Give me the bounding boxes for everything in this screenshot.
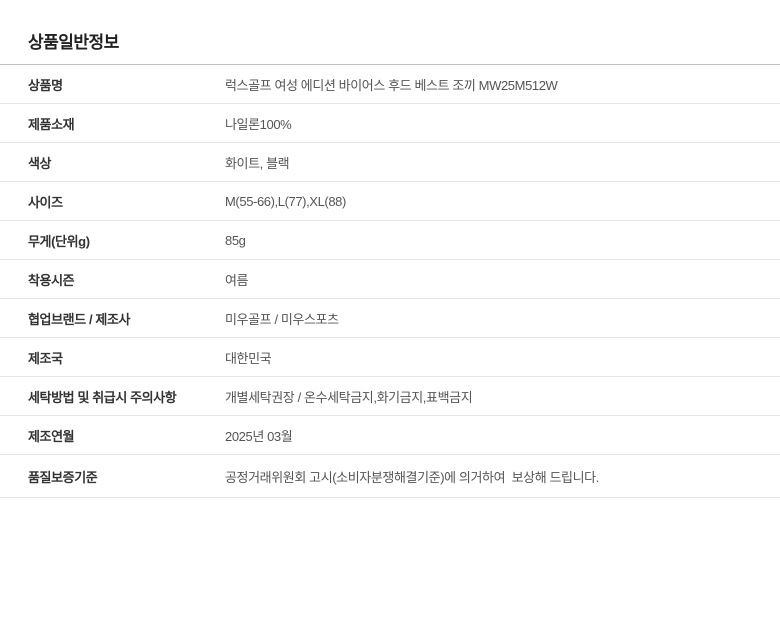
row-value: 럭스골프 여성 에디션 바이어스 후드 베스트 조끼 MW25M512W [225, 77, 558, 93]
table-row: 상품명 럭스골프 여성 에디션 바이어스 후드 베스트 조끼 MW25M512W [0, 65, 780, 104]
row-value: 2025년 03월 [225, 428, 293, 444]
row-value: 여름 [225, 272, 249, 288]
row-label: 상품명 [28, 77, 63, 93]
table-row: 제품소재 나일론100% [0, 104, 780, 143]
table-row: 무게(단위g) 85g [0, 221, 780, 260]
table-row: 색상 화이트, 블랙 [0, 143, 780, 182]
row-label: 품질보증기준 [28, 469, 98, 485]
row-label: 착용시즌 [28, 272, 75, 288]
row-value: 화이트, 블랙 [225, 155, 290, 171]
product-info-table: 상품명 럭스골프 여성 에디션 바이어스 후드 베스트 조끼 MW25M512W… [0, 64, 780, 498]
row-label: 제조국 [28, 350, 63, 366]
table-row: 제조국 대한민국 [0, 338, 780, 377]
row-label: 제조연월 [28, 428, 75, 444]
table-row: 착용시즌 여름 [0, 260, 780, 299]
table-row: 제조연월 2025년 03월 [0, 416, 780, 455]
table-row: 사이즈 M(55-66),L(77),XL(88) [0, 182, 780, 221]
row-value: 개별세탁권장 / 온수세탁금지,화기금지,표백금지 [225, 389, 473, 405]
row-label: 협업브랜드 / 제조사 [28, 311, 131, 327]
row-value: 85g [225, 232, 246, 248]
table-row: 협업브랜드 / 제조사 미우골프 / 미우스포츠 [0, 299, 780, 338]
row-value: 대한민국 [225, 350, 272, 366]
row-label: 색상 [28, 155, 52, 171]
row-value: 나일론100% [225, 116, 292, 132]
row-label: 사이즈 [28, 194, 63, 210]
row-value: 미우골프 / 미우스포츠 [225, 311, 339, 327]
table-row: 품질보증기준 공정거래위원회 고시(소비자분쟁해결기준)에 의거하여 보상해 드… [0, 455, 780, 498]
row-value: 공정거래위원회 고시(소비자분쟁해결기준)에 의거하여 보상해 드립니다. [225, 469, 599, 485]
table-row: 세탁방법 및 취급시 주의사항 개별세탁권장 / 온수세탁금지,화기금지,표백금… [0, 377, 780, 416]
section-title: 상품일반정보 [28, 33, 119, 52]
row-label: 세탁방법 및 취급시 주의사항 [28, 389, 177, 405]
row-label: 제품소재 [28, 116, 75, 132]
row-value: M(55-66),L(77),XL(88) [225, 193, 346, 209]
row-label: 무게(단위g) [28, 233, 90, 249]
